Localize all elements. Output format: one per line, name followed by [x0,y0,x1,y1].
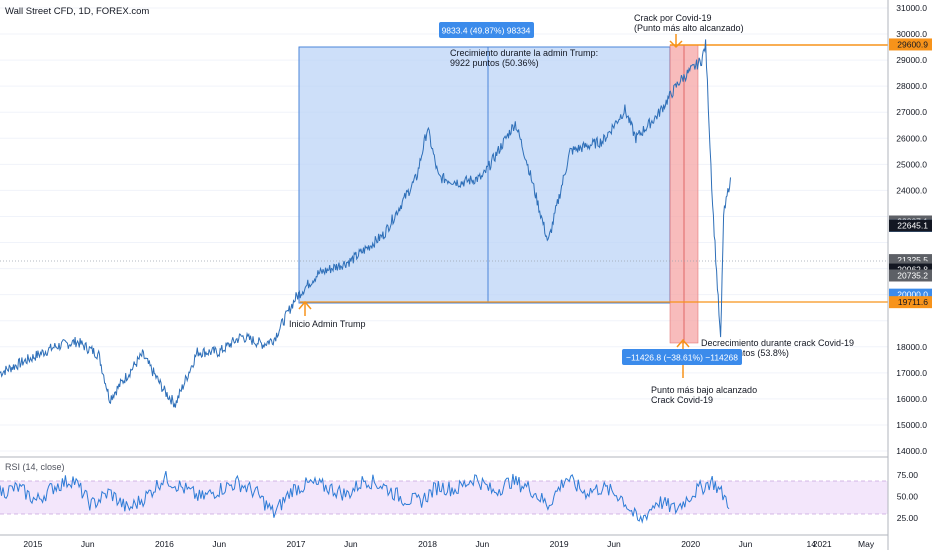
price-tick-label: 16000.0 [896,394,927,404]
price-tick-label: 15000.0 [896,420,927,430]
peak-arrow [669,34,683,49]
price-tick-label: 31000.0 [896,3,927,13]
time-tick-label: 2018 [418,539,437,549]
time-tick-label: Jun [344,539,358,549]
drop-text-line1: Decrecimiento durante crack Covid-19 [701,338,854,348]
price-badge-text: 29600.9 [897,39,928,49]
time-tick-label: Jun [739,539,753,549]
rsi-series-line[interactable] [0,470,730,524]
drop-measure-text: −11426.8 (−38.61%) −114268 [626,353,738,363]
start-arrow [298,300,312,316]
price-series-line[interactable] [0,39,731,408]
price-badge: 22645.1 [889,219,932,232]
price-badge-text: 19711.6 [898,297,928,307]
rise-measure-text: 9833.4 (49.87%) 98334 [442,26,531,36]
time-tick-label: 2020 [681,539,700,549]
price-tick-label: 17000.0 [896,368,927,378]
low-text-line1: Punto más bajo alcanzado [651,385,757,395]
time-tick-label: May [858,539,875,549]
rise-measure-badge [439,22,534,38]
time-tick-label: Jun [476,539,490,549]
time-tick-label: 2017 [287,539,306,549]
price-badge: 21325.5 [889,254,932,267]
price-tick-label: 26000.0 [896,133,927,143]
time-tick-label: 2016 [155,539,174,549]
rsi-tick-label: 25.00 [897,513,919,523]
rise-text-line1: Crecimiento durante la admin Trump: [450,48,598,58]
start-admin-text: Inicio Admin Trump [289,319,366,329]
price-axis-badges: 29600.922807.122640.322645.121325.519:17… [889,38,932,309]
price-tick-label: 14000.0 [896,446,927,456]
rise-text-line2: 9922 puntos (50.36%) [450,58,539,68]
price-badge-text: 22645.1 [897,221,928,231]
low-text-line2: Crack Covid-19 [651,395,713,405]
time-axis[interactable]: 2015 Jun 2016 Jun 2017 Jun 2018 Jun 2019 Jun 2020 J… [23,539,874,549]
price-tick-label: 29000.0 [896,55,927,65]
rsi-band [0,481,888,514]
price-tick-label: 30000.0 [896,29,927,39]
price-badge: 29600.9 [889,38,932,51]
time-tick-label: Jun [607,539,621,549]
rsi-axis[interactable]: 25.00 50.00 75.00 [897,470,919,523]
price-badge-text: 20000.0 [897,290,928,300]
time-tick-label: 2015 [23,539,42,549]
time-tick-label: 14 [807,539,817,549]
chart-title: Wall Street CFD, 1D, FOREX.com [5,6,149,17]
price-badge: 19711.6 [889,296,932,309]
price-badge: 20735.2 [889,269,932,282]
rsi-label: RSI (14, close) [5,462,65,472]
rsi-tick-label: 75.00 [897,470,919,480]
drop-text-line2: 11426 puntos (53.8%) [701,348,789,358]
time-tick-label: Jun [212,539,226,549]
price-tick-label: 24000.0 [896,185,927,195]
time-tick-label: 2019 [550,539,569,549]
rsi-tick-label: 50.00 [897,492,919,502]
price-tick-label: 28000.0 [896,81,927,91]
price-tick-label: 18000.0 [896,342,927,352]
peak-text-line1: Crack por Covid-19 [634,13,712,23]
peak-text-line2: (Punto más alto alcanzado) [634,23,744,33]
drop-measure-badge [622,349,742,365]
price-badge-text: 20735.2 [897,270,928,280]
price-tick-label: 25000.0 [896,159,927,169]
price-axis[interactable]: 31000.0 30000.0 29000.0 28000.0 27000.0 26000… [896,3,927,456]
trump-range-box[interactable] [298,46,671,304]
price-badge-text: 21325.5 [897,255,928,265]
price-tick-label: 27000.0 [896,107,927,117]
time-tick-label: Jun [81,539,95,549]
time-tick-label: 2021 [813,539,832,549]
